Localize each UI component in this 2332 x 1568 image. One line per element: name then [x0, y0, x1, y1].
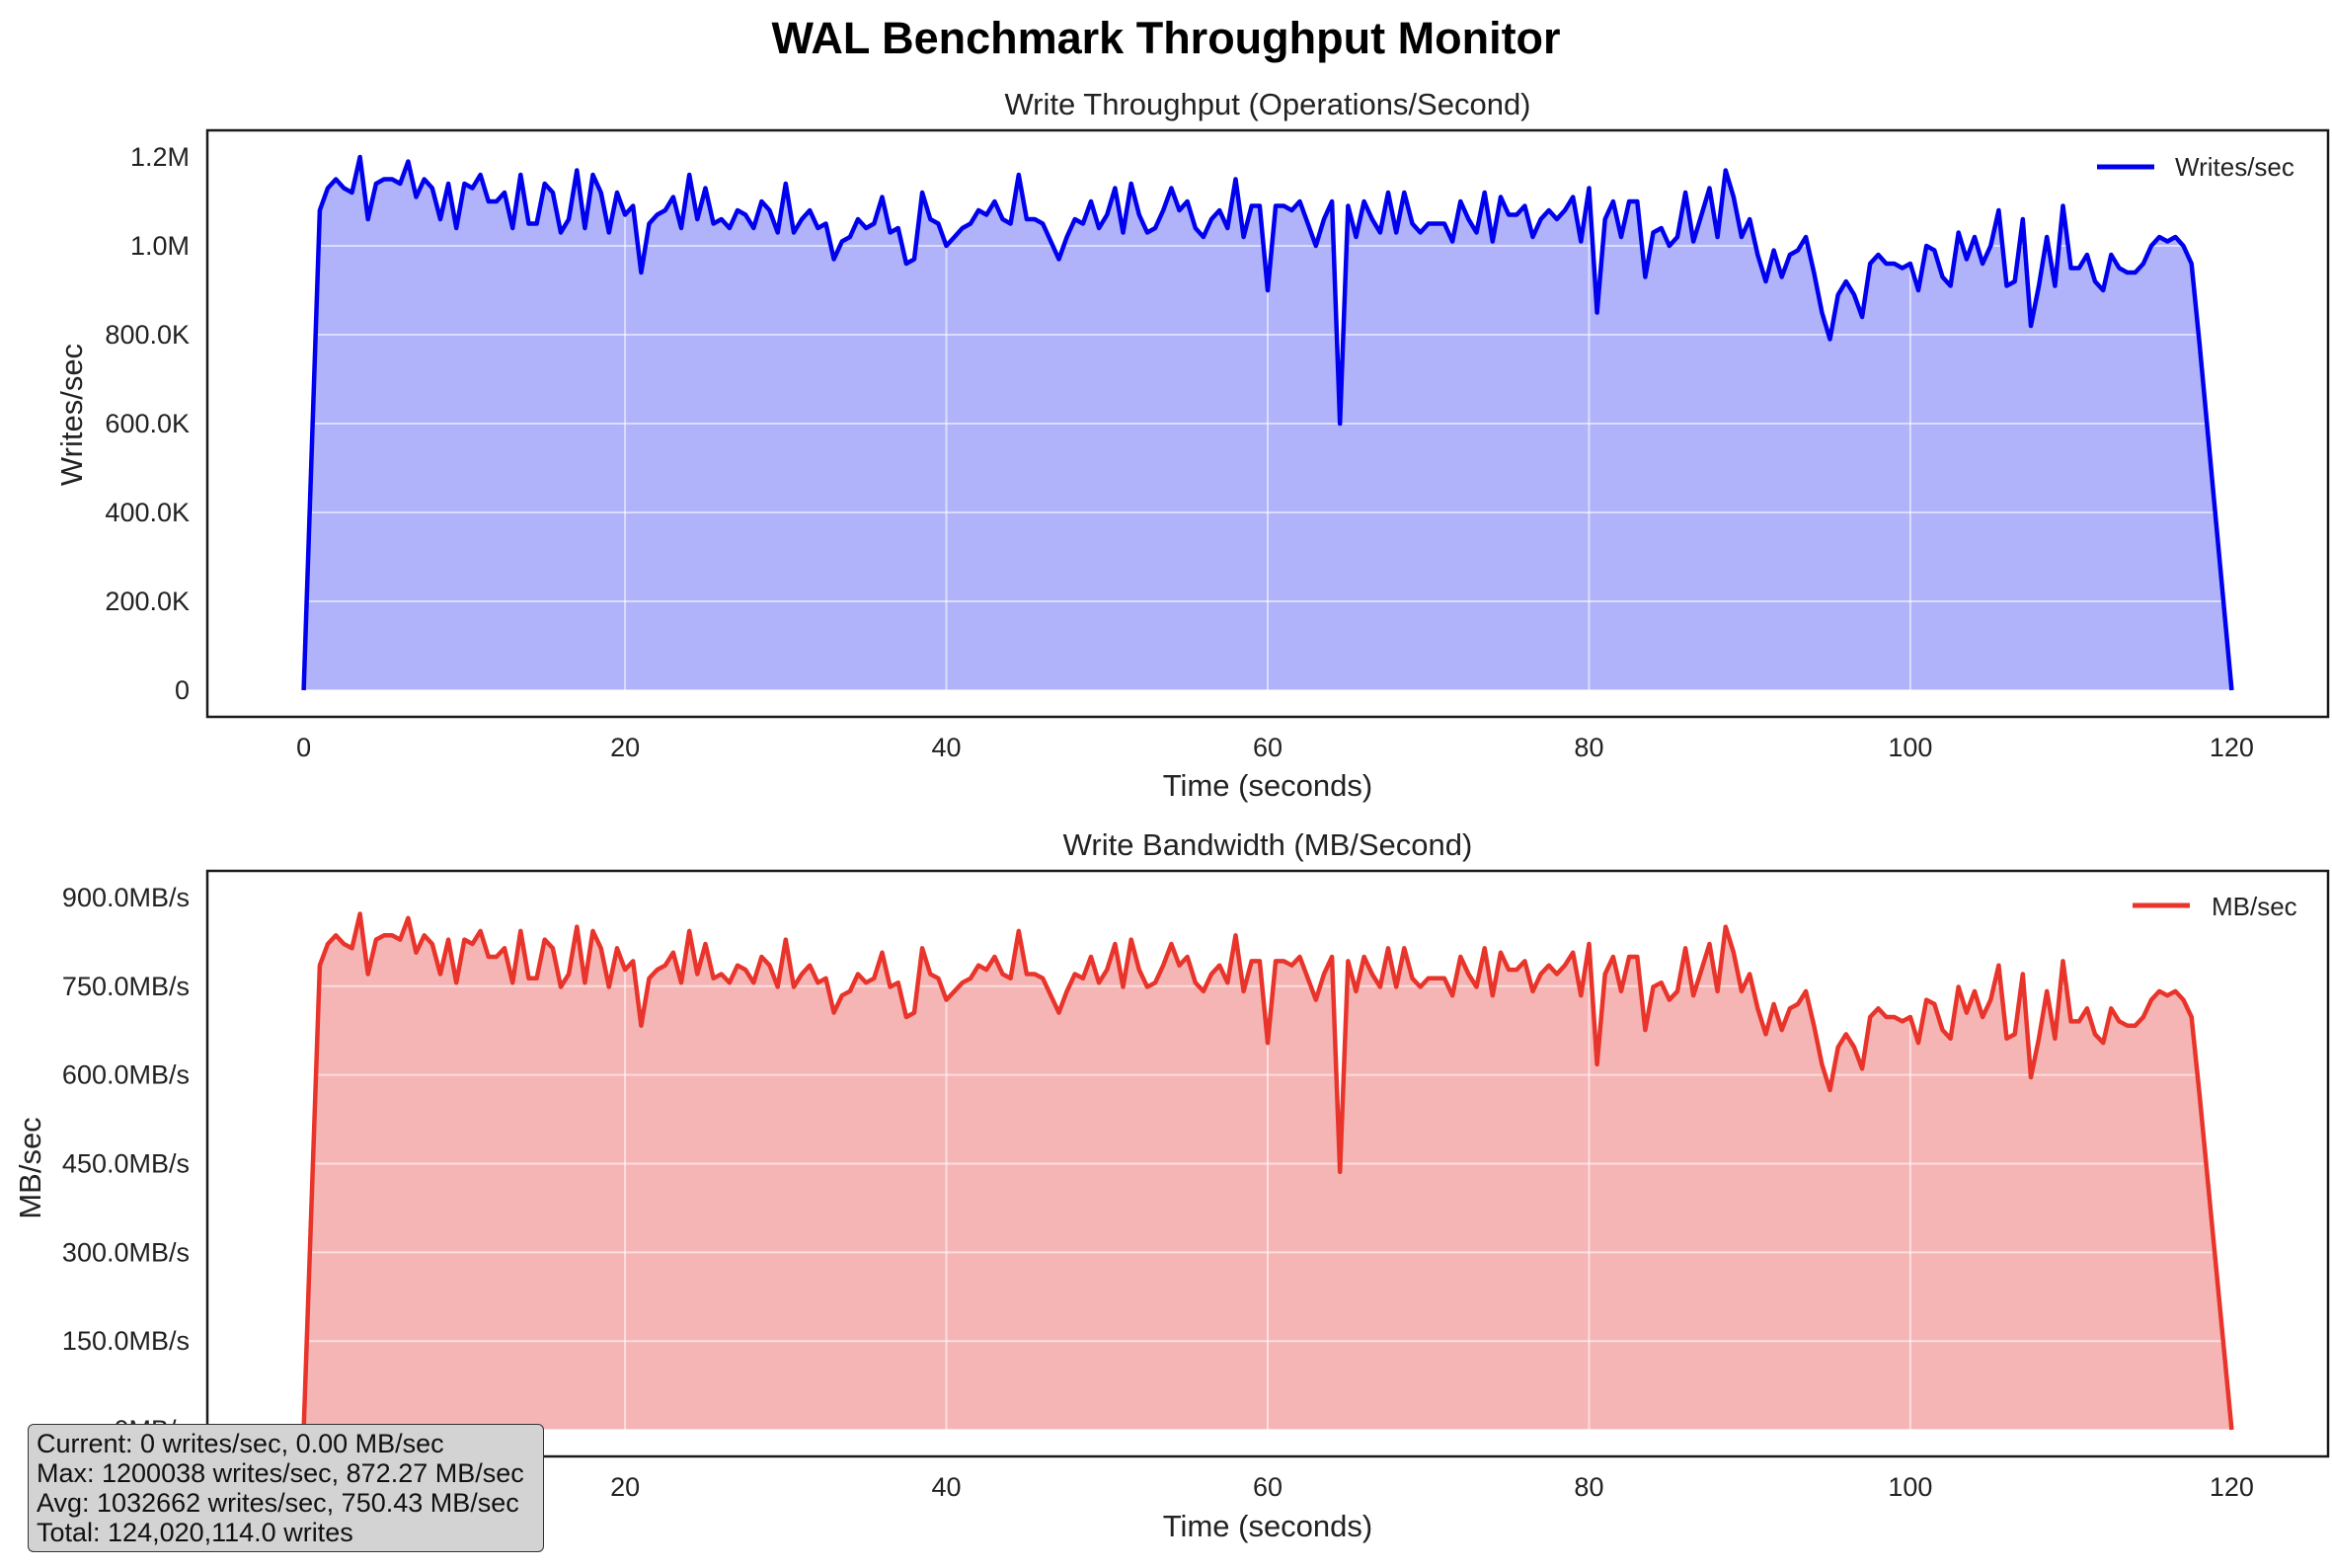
- writes-legend-label: Writes/sec: [2175, 152, 2294, 182]
- bandwidth-legend-label: MB/sec: [2212, 892, 2297, 921]
- bandwidth-x-tick-label: 20: [610, 1472, 640, 1502]
- bandwidth-x-tick-label: 40: [932, 1472, 962, 1502]
- writes-line: [301, 154, 2234, 691]
- writes-y-tick-label: 400.0K: [105, 498, 190, 527]
- writes-y-tick-label: 1.2M: [130, 142, 190, 172]
- writes-chart: Write Throughput (Operations/Second) 0 20…: [54, 87, 2330, 803]
- writes-y-tick-label: 600.0K: [105, 409, 190, 438]
- bandwidth-y-axis-label: MB/sec: [13, 1117, 47, 1218]
- bandwidth-x-tick-label: 100: [1888, 1472, 1932, 1502]
- bandwidth-x-tick-label: 120: [2210, 1472, 2254, 1502]
- writes-y-tick-label: 0: [175, 675, 190, 705]
- writes-x-axis-label: Time (seconds): [1163, 768, 1372, 803]
- bandwidth-legend: MB/sec: [2133, 892, 2297, 921]
- bandwidth-y-tick-label: 600.0MB/s: [62, 1060, 190, 1090]
- writes-x-tick-label: 20: [610, 733, 640, 762]
- writes-x-tick-label: 100: [1888, 733, 1932, 762]
- bandwidth-chart: Write Bandwidth (MB/Second) 020406080100…: [13, 827, 2330, 1543]
- bandwidth-chart-frame: [205, 869, 2330, 1458]
- stats-avg: Avg: 1032662 writes/sec, 750.43 MB/sec: [37, 1488, 519, 1518]
- bandwidth-x-tick-label: 60: [1253, 1472, 1283, 1502]
- bandwidth-y-tick-label: 300.0MB/s: [62, 1237, 190, 1267]
- writes-y-tick-label: 800.0K: [105, 320, 190, 350]
- bandwidth-y-tick-label: 750.0MB/s: [62, 972, 190, 1001]
- writes-x-tick-label: 0: [296, 733, 311, 762]
- bandwidth-x-axis-label: Time (seconds): [1163, 1509, 1372, 1543]
- writes-legend: Writes/sec: [2097, 152, 2294, 182]
- writes-y-tick-label: 1.0M: [130, 231, 190, 261]
- bandwidth-chart-title: Write Bandwidth (MB/Second): [1063, 827, 1473, 862]
- stats-total: Total: 124,020,114.0 writes: [37, 1518, 353, 1547]
- writes-y-tick-label: 200.0K: [105, 587, 190, 616]
- writes-chart-title: Write Throughput (Operations/Second): [1004, 87, 1530, 121]
- writes-x-tick-label: 80: [1574, 733, 1603, 762]
- writes-x-tick-label: 40: [932, 733, 962, 762]
- stats-current: Current: 0 writes/sec, 0.00 MB/sec: [37, 1429, 444, 1458]
- stats-box: Current: 0 writes/sec, 0.00 MB/sec Max: …: [28, 1424, 544, 1552]
- figure-title: WAL Benchmark Throughput Monitor: [771, 13, 1560, 63]
- writes-chart-grid: [207, 130, 2328, 717]
- bandwidth-y-tick-label: 450.0MB/s: [62, 1149, 190, 1179]
- writes-chart-frame: [205, 128, 2330, 719]
- writes-x-tick-label: 120: [2210, 733, 2254, 762]
- writes-x-tick-label: 60: [1253, 733, 1283, 762]
- bandwidth-y-ticks: 0MB/s150.0MB/s300.0MB/s450.0MB/s600.0MB/…: [62, 883, 190, 1445]
- writes-x-ticks: 0 20 40 60 80 100 120: [296, 733, 2254, 762]
- writes-y-axis-label: Writes/sec: [54, 344, 89, 486]
- stats-max: Max: 1200038 writes/sec, 872.27 MB/sec: [37, 1458, 524, 1488]
- bandwidth-y-tick-label: 150.0MB/s: [62, 1326, 190, 1356]
- writes-y-ticks: 0 200.0K 400.0K 600.0K 800.0K 1.0M 1.2M: [105, 142, 190, 705]
- bandwidth-x-tick-label: 80: [1574, 1472, 1603, 1502]
- bandwidth-line: [301, 911, 2234, 1431]
- bandwidth-y-tick-label: 900.0MB/s: [62, 883, 190, 912]
